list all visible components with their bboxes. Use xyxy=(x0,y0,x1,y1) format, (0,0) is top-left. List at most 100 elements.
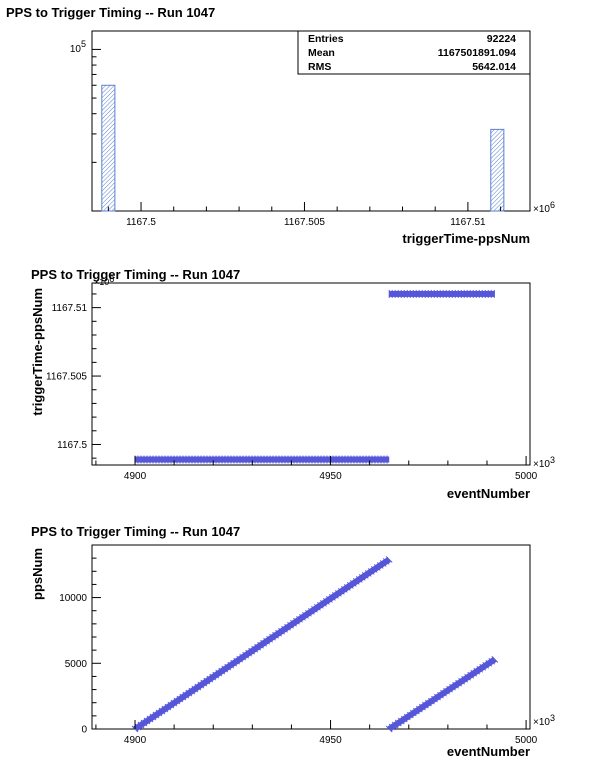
point-marker xyxy=(257,641,264,649)
x-tick-label: 5000 xyxy=(515,735,538,746)
point-marker xyxy=(146,715,154,723)
point-marker xyxy=(170,699,178,707)
point-marker xyxy=(320,599,327,607)
point-marker xyxy=(242,651,250,659)
point-marker xyxy=(491,655,499,663)
point-marker xyxy=(326,595,333,603)
point-marker xyxy=(422,701,429,709)
point-marker xyxy=(152,711,160,719)
point-marker xyxy=(305,609,312,617)
chart-title: PPS to Trigger Timing -- Run 1047 xyxy=(6,5,215,20)
point-marker xyxy=(373,564,381,571)
stats-value-entries: 92224 xyxy=(487,33,516,45)
y-tick-label: 1167.5 xyxy=(57,440,87,451)
point-marker xyxy=(349,580,357,587)
point-marker xyxy=(476,665,484,673)
stats-label-rms: RMS xyxy=(308,61,331,73)
point-marker xyxy=(302,611,309,619)
point-marker xyxy=(278,627,285,635)
point-marker xyxy=(212,671,220,679)
point-marker xyxy=(449,683,456,691)
point-marker xyxy=(203,677,211,685)
point-marker xyxy=(167,701,175,709)
y-tick-label: 105 xyxy=(70,39,86,55)
point-marker xyxy=(397,717,405,725)
point-marker xyxy=(230,659,238,667)
point-marker xyxy=(188,687,196,695)
x-tick-label: 1167.51 xyxy=(450,217,486,228)
point-marker xyxy=(317,601,324,609)
point-marker xyxy=(382,558,390,565)
x-tick-label: 4950 xyxy=(319,471,342,482)
plot-frame xyxy=(91,544,531,730)
point-marker xyxy=(206,675,214,683)
point-marker xyxy=(323,597,330,605)
point-marker xyxy=(329,594,336,601)
y-tick-label: 1167.505 xyxy=(46,372,87,383)
point-marker xyxy=(137,721,145,729)
point-marker xyxy=(467,671,475,679)
point-marker xyxy=(299,613,306,621)
point-marker xyxy=(254,643,261,651)
point-marker xyxy=(452,681,459,689)
x-multiplier: ×103 xyxy=(533,713,555,728)
point-marker xyxy=(221,665,229,673)
point-marker xyxy=(164,703,172,711)
plot-frame xyxy=(91,282,531,466)
point-marker xyxy=(266,635,273,643)
y-multiplier: ×106 xyxy=(94,274,114,287)
point-marker xyxy=(364,570,372,577)
point-band xyxy=(389,290,495,297)
point-marker xyxy=(311,605,318,613)
point-marker xyxy=(464,673,472,681)
point-marker xyxy=(161,705,169,713)
point-marker xyxy=(281,625,288,633)
point-marker xyxy=(431,695,438,703)
point-marker xyxy=(185,689,193,697)
x-tick-label: 4900 xyxy=(124,735,147,746)
point-marker xyxy=(346,582,354,589)
point-marker xyxy=(400,715,408,723)
scatter-panel-trigger: PPS to Trigger Timing -- Run 1047 4900 49… xyxy=(30,267,555,501)
point-marker xyxy=(284,623,291,631)
x-axis-label: eventNumber xyxy=(447,486,530,501)
point-marker xyxy=(425,699,432,707)
point-marker xyxy=(440,689,447,697)
point-marker xyxy=(308,607,315,615)
point-marker xyxy=(248,647,256,655)
x-multiplier: ×103 xyxy=(533,455,555,470)
point-marker xyxy=(287,621,294,629)
point-marker xyxy=(470,669,478,677)
point-marker xyxy=(134,723,142,731)
stats-label-mean: Mean xyxy=(308,47,335,59)
point-marker xyxy=(149,713,157,721)
point-marker xyxy=(391,721,399,729)
point-marker xyxy=(388,723,396,731)
point-band xyxy=(133,556,391,732)
point-marker xyxy=(197,681,205,689)
x-axis-label: eventNumber xyxy=(447,744,530,759)
point-marker xyxy=(209,673,217,681)
point-marker xyxy=(428,697,435,705)
point-marker xyxy=(260,639,267,647)
chart-title: PPS to Trigger Timing -- Run 1047 xyxy=(31,524,240,539)
y-tick-label: 0 xyxy=(81,725,87,736)
y-tick-label: 5000 xyxy=(65,659,88,670)
point-marker xyxy=(479,663,487,671)
histogram-bar xyxy=(101,84,116,212)
point-marker xyxy=(272,631,279,639)
point-marker xyxy=(332,592,339,599)
point-marker xyxy=(446,685,453,693)
point-marker xyxy=(488,657,496,665)
point-marker xyxy=(461,675,468,683)
point-marker xyxy=(143,717,151,725)
point-marker xyxy=(355,576,363,583)
point-marker xyxy=(485,659,493,667)
point-marker xyxy=(385,556,393,563)
histogram-bar xyxy=(490,128,505,212)
point-marker xyxy=(218,667,226,675)
point-marker xyxy=(269,633,276,641)
x-axis-label: triggerTime-ppsNum xyxy=(402,231,530,246)
